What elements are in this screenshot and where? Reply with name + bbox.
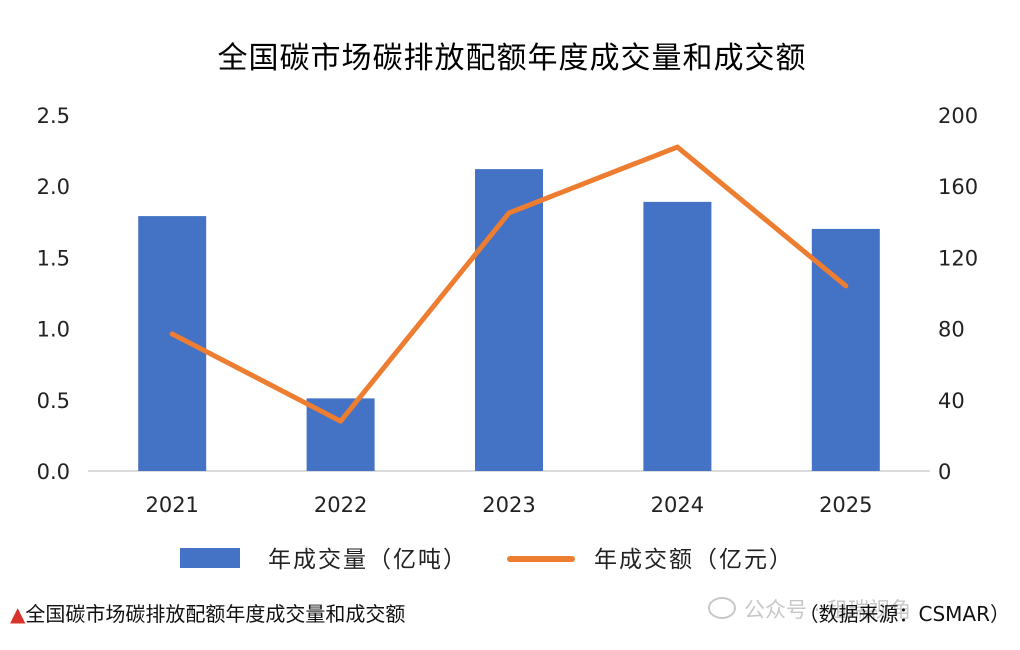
y-right-tick-label: 80: [938, 318, 965, 342]
legend-label-bar: 年成交量（亿吨）: [268, 547, 468, 573]
y-right-tick-label: 160: [938, 175, 978, 199]
chart-title: 全国碳市场碳排放配额年度成交量和成交额: [218, 41, 807, 76]
footer-source: （数据来源：CSMAR）: [798, 602, 1011, 626]
legend-swatch-bar: [180, 548, 240, 568]
footer-caption-text: 全国碳市场碳排放配额年度成交量和成交额: [25, 602, 406, 626]
y-left-tick-label: 1.5: [37, 246, 70, 270]
watermark-text: 公众号 · 租瑞视角: [744, 598, 912, 622]
x-tick-label: 2025: [819, 493, 872, 517]
y-left-tick-label: 0.5: [37, 389, 70, 413]
watermark: 公众号 · 租瑞视角: [708, 594, 911, 624]
y-left-tick-label: 2.0: [37, 175, 70, 199]
wechat-icon: [708, 597, 736, 619]
triangle-icon: ▲: [10, 602, 26, 626]
legend-label-line: 年成交额（亿元）: [594, 547, 794, 573]
x-tick-label: 2021: [145, 493, 198, 517]
y-left-tick-label: 1.0: [37, 318, 70, 342]
footer-caption: ▲全国碳市场碳排放配额年度成交量和成交额: [10, 598, 405, 627]
x-tick-label: 2022: [314, 493, 367, 517]
x-tick-label: 2023: [482, 493, 535, 517]
line-series: [169, 144, 849, 424]
bar-series: [138, 169, 880, 471]
y-left-tick-label: 0.0: [37, 460, 70, 484]
bar: [643, 201, 712, 471]
y-right-tick-label: 0: [938, 460, 951, 484]
y-right-tick-label: 40: [938, 389, 965, 413]
x-tick-label: 2024: [651, 493, 704, 517]
y-right-tick-label: 200: [938, 104, 978, 128]
legend: 年成交量（亿吨） 年成交额（亿元）: [180, 547, 794, 573]
y-right-axis: 0 40 80 120 160 200: [938, 104, 978, 484]
x-axis: 2021 2022 2023 2024 2025: [145, 493, 872, 517]
y-right-tick-label: 120: [938, 246, 978, 270]
bar: [475, 169, 543, 471]
y-left-axis: 0.0 0.5 1.0 1.5 2.0 2.5: [37, 104, 70, 484]
y-left-tick-label: 2.5: [37, 104, 70, 128]
